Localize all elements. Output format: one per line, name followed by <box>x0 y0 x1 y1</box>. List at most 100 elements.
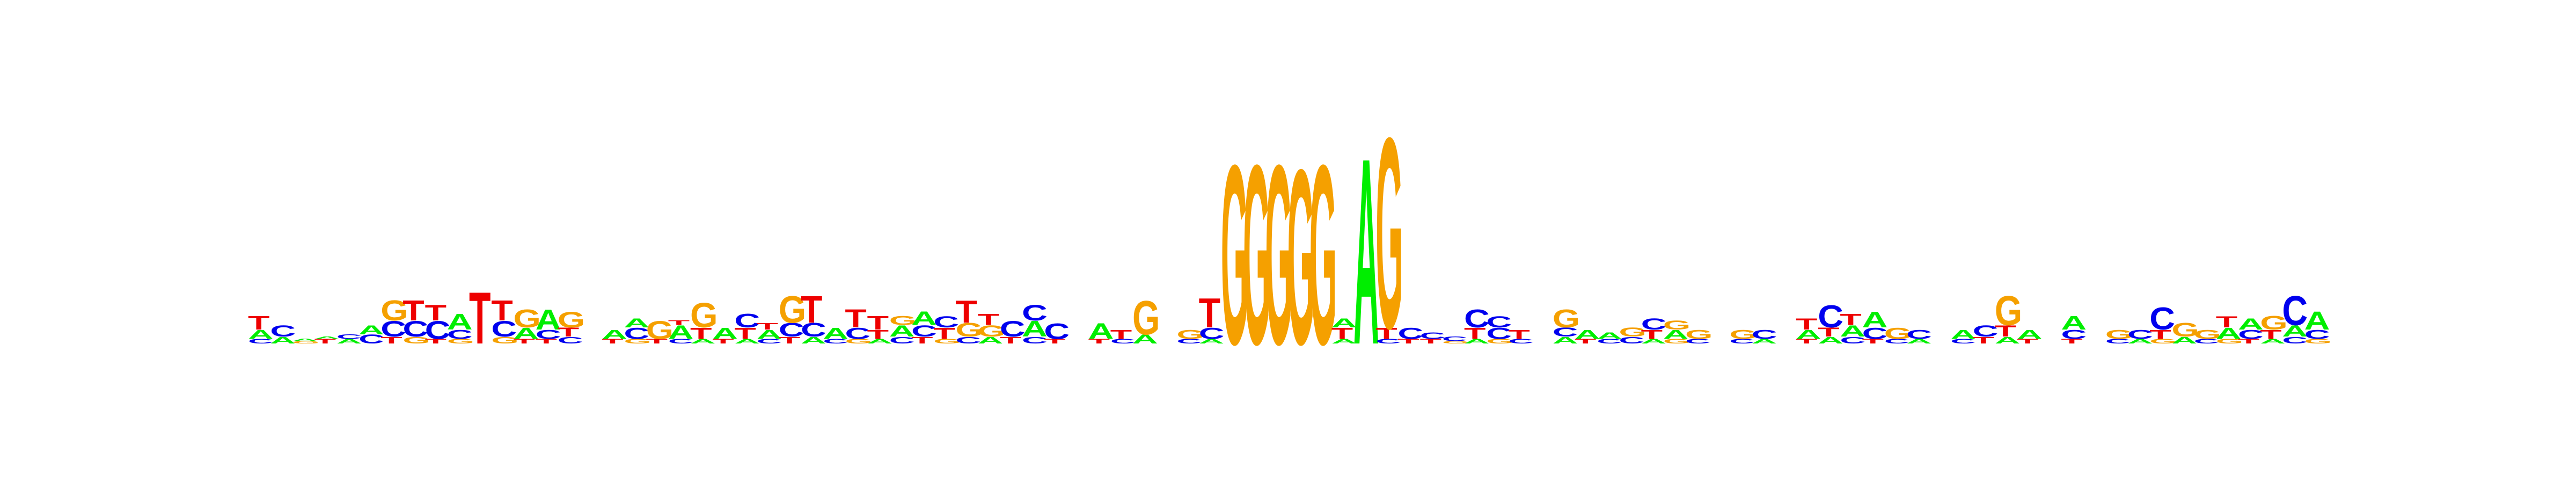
logo-letter-C: C <box>1199 325 1225 342</box>
logo-letter-T: T <box>513 338 535 345</box>
logo-letter-A: A <box>2304 307 2330 335</box>
logo-column-10: GCA <box>447 309 474 345</box>
logo-letter-G: G <box>1663 338 1690 345</box>
logo-letter-A: A <box>889 322 915 340</box>
logo-letter-T: T <box>955 294 977 330</box>
logo-letter-C: C <box>1553 325 1578 339</box>
logo-letter-A: A <box>2216 325 2242 342</box>
logo-letter-C: C <box>779 319 804 341</box>
logo-letter-T: T <box>425 338 447 345</box>
logo-letter-A: A <box>1575 327 1600 342</box>
logo-letter-C: C <box>2282 335 2308 346</box>
logo-column-94: GCA <box>2304 307 2332 345</box>
logo-letter-G: G <box>1265 112 1292 399</box>
logo-letter-C: C <box>1685 338 1711 345</box>
logo-column-92: ATG <box>2260 313 2287 345</box>
logo-letter-G: G <box>491 335 518 346</box>
logo-column-93: CAC <box>2282 288 2308 346</box>
logo-letter-A: A <box>1022 316 1048 341</box>
logo-letter-C: C <box>1000 316 1026 341</box>
logo-column-61: TA <box>1575 327 1600 345</box>
logo-column-8: GCT <box>402 294 430 346</box>
logo-column-32: GTC <box>933 313 961 345</box>
logo-column-50: ATA <box>1331 316 1357 345</box>
logo-letter-T: T <box>558 325 579 339</box>
logo-column-65: GAG <box>1663 318 1690 345</box>
logo-letter-A: A <box>447 309 473 334</box>
logo-column-28: GCT <box>845 305 872 345</box>
logo-letter-A: A <box>1840 322 1865 340</box>
logo-letter-A: A <box>911 308 937 330</box>
logo-letter-T: T <box>1000 335 1022 346</box>
logo-letter-A: A <box>2238 315 2264 333</box>
logo-column-91: TCA <box>2238 315 2264 345</box>
logo-letter-T: T <box>1508 327 1529 342</box>
logo-letter-T: T <box>933 325 955 342</box>
logo-letter-G: G <box>2260 313 2287 334</box>
logo-column-26: ACT <box>801 288 826 346</box>
logo-column-63: CG <box>1619 325 1646 346</box>
logo-letter-C: C <box>1486 325 1512 342</box>
logo-letter-T: T <box>1862 338 1884 345</box>
logo-letter-A: A <box>2260 338 2286 345</box>
logo-column-36: CAC <box>1022 300 1048 346</box>
logo-letter-C: C <box>1464 305 1490 333</box>
logo-letter-G: G <box>2304 338 2332 345</box>
logo-column-41: AG <box>1132 291 1160 346</box>
logo-letter-C: C <box>425 316 451 345</box>
logo-letter-C: C <box>624 325 649 342</box>
logo-letter-T: T <box>646 338 668 345</box>
logo-column-43: CG <box>1176 327 1204 345</box>
logo-column-19: TG <box>646 316 674 345</box>
logo-letter-C: C <box>2304 327 2330 342</box>
logo-letter-A: A <box>1796 327 1821 342</box>
logo-letter-G: G <box>2194 327 2221 342</box>
logo-letter-C: C <box>1619 335 1644 346</box>
logo-letter-T: T <box>668 319 690 326</box>
logo-column-24: CAT <box>757 321 782 345</box>
logo-letter-A: A <box>1132 332 1158 346</box>
logo-letter-A: A <box>757 327 782 342</box>
logo-letter-C: C <box>1110 338 1136 345</box>
logo-letter-C: C <box>380 316 406 341</box>
logo-column-75: CG <box>1884 325 1912 345</box>
logo-letter-T: T <box>2260 327 2281 342</box>
logo-column-64: ATC <box>1641 315 1667 345</box>
logo-letter-A: A <box>248 327 274 342</box>
logo-letter-G: G <box>1287 118 1314 397</box>
logo-letter-C: C <box>1906 327 1932 342</box>
logo-letter-A: A <box>823 325 848 342</box>
logo-column-71: TAT <box>1796 315 1821 345</box>
logo-letter-T: T <box>1818 325 1839 339</box>
logo-letter-G: G <box>1176 327 1204 342</box>
logo-letter-G: G <box>1729 327 1757 342</box>
logo-letter-T: T <box>2061 338 2082 345</box>
logo-letter-T: T <box>380 335 402 346</box>
logo-letter-T: T <box>867 313 889 334</box>
logo-letter-A: A <box>978 335 1004 346</box>
logo-letter-C: C <box>1397 325 1423 342</box>
logo-column-54: TC <box>1420 331 1446 345</box>
logo-column-66: CG <box>1685 327 1713 345</box>
logo-column-49: G <box>1309 112 1337 399</box>
logo-letter-C: C <box>823 338 848 345</box>
logo-column-45: G <box>1221 112 1248 399</box>
logo-column-2: AC <box>270 322 296 346</box>
logo-letter-A: A <box>624 316 649 330</box>
logo-letter-G: G <box>292 341 319 345</box>
logo-letter-A: A <box>690 338 716 345</box>
logo-letter-C: C <box>2149 301 2175 336</box>
logo-letter-C: C <box>1176 338 1202 345</box>
logo-letter-C: C <box>1973 322 1999 340</box>
logo-letter-C: C <box>1862 325 1888 342</box>
logo-letter-A: A <box>1818 335 1843 346</box>
logo-letter-T: T <box>1575 338 1596 345</box>
logo-column-23: ATC <box>734 310 760 345</box>
logo-column-89: CG <box>2194 327 2221 345</box>
logo-letter-G: G <box>845 338 872 345</box>
logo-column-80: ATG <box>1995 288 2022 346</box>
logo-letter-C: C <box>1884 338 1910 345</box>
logo-column-69: AC <box>1752 327 1777 345</box>
logo-column-57: GCC <box>1486 313 1513 345</box>
